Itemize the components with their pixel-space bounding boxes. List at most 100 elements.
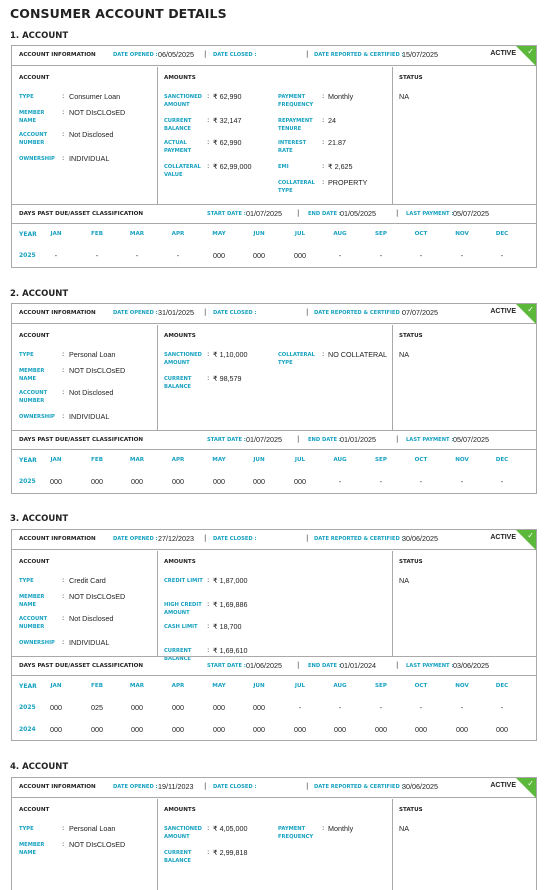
amount-value: PROPERTY bbox=[328, 178, 368, 187]
dpd-cell: - bbox=[298, 703, 302, 712]
date-closed-label: DATE CLOSED : bbox=[213, 784, 257, 790]
separator: | bbox=[306, 782, 309, 790]
dpd-cell: 000 bbox=[253, 725, 265, 734]
column-divider bbox=[392, 67, 393, 204]
separator: | bbox=[204, 50, 207, 58]
dpd-cell: 025 bbox=[91, 703, 103, 712]
date-reported-value: 30/06/2025 bbox=[402, 782, 438, 791]
month-column-header: NOV bbox=[455, 683, 469, 689]
colon: : bbox=[207, 824, 210, 832]
amount-label: HIGH CREDIT AMOUNT bbox=[164, 602, 202, 616]
last-payment-value: 05/07/2025 bbox=[453, 209, 489, 218]
last-payment-label: LAST PAYMENT : bbox=[406, 437, 454, 443]
start-date-value: 01/07/2025 bbox=[246, 209, 282, 218]
amount-value: ₹ 1,87,000 bbox=[213, 576, 248, 585]
active-status-text: ACTIVE bbox=[490, 50, 516, 57]
dpd-cell: 000 bbox=[131, 703, 143, 712]
column-divider bbox=[392, 325, 393, 430]
column-divider bbox=[157, 551, 158, 656]
amount-value: 21.87 bbox=[328, 138, 346, 147]
month-column-header: FEB bbox=[91, 231, 103, 237]
colon: : bbox=[207, 622, 210, 630]
active-status-text: ACTIVE bbox=[490, 308, 516, 315]
dpd-cell: - bbox=[338, 251, 342, 260]
last-payment-label: LAST PAYMENT : bbox=[406, 663, 454, 669]
account-card: ACCOUNT INFORMATION DATE OPENED :31/01/20… bbox=[11, 303, 537, 494]
last-payment-label: LAST PAYMENT : bbox=[406, 211, 454, 217]
month-column-header: MAY bbox=[212, 683, 226, 689]
page-title: CONSUMER ACCOUNT DETAILS bbox=[10, 6, 227, 21]
month-column-header: JAN bbox=[50, 457, 62, 463]
dpd-title: DAYS PAST DUE/ASSET CLASSIFICATION bbox=[19, 663, 144, 669]
account-field-value: NOT DIsCLOsED bbox=[69, 108, 126, 117]
colon: : bbox=[322, 162, 325, 170]
account-information-row: ACCOUNT INFORMATION DATE OPENED :31/01/20… bbox=[12, 304, 536, 324]
dpd-cell: 000 bbox=[294, 251, 306, 260]
colon: : bbox=[322, 824, 325, 832]
amounts-section-heading: AMOUNTS bbox=[164, 807, 196, 813]
month-column-header: AUG bbox=[333, 231, 347, 237]
amount-label: CURRENT BALANCE bbox=[164, 648, 192, 662]
divider bbox=[12, 430, 536, 431]
account-field-label: TYPE bbox=[19, 352, 34, 358]
status-value: NA bbox=[399, 576, 409, 585]
separator: | bbox=[306, 308, 309, 316]
month-column-header: OCT bbox=[414, 457, 428, 463]
month-column-header: JUL bbox=[294, 231, 306, 237]
date-reported-label: DATE REPORTED & CERTIFIED : bbox=[314, 784, 404, 790]
amount-value: NO COLLATERAL bbox=[328, 350, 387, 359]
account-heading: 3. ACCOUNT bbox=[10, 514, 69, 524]
amounts-section-heading: AMOUNTS bbox=[164, 75, 196, 81]
account-heading: 4. ACCOUNT bbox=[10, 762, 69, 772]
dpd-cell: - bbox=[460, 477, 464, 486]
end-date-value: 01/01/2025 bbox=[340, 435, 376, 444]
divider bbox=[12, 656, 536, 657]
separator: | bbox=[297, 209, 300, 217]
month-column-header: JAN bbox=[50, 683, 62, 689]
colon: : bbox=[207, 374, 210, 382]
amount-label: CURRENT BALANCE bbox=[164, 118, 192, 132]
dpd-header-row: DAYS PAST DUE/ASSET CLASSIFICATION START … bbox=[12, 205, 536, 223]
separator: | bbox=[306, 50, 309, 58]
dpd-cell: 000 bbox=[294, 725, 306, 734]
check-icon: ✓ bbox=[527, 305, 534, 314]
year-column-header: YEAR bbox=[19, 231, 37, 238]
account-information-label: ACCOUNT INFORMATION bbox=[19, 536, 96, 542]
month-column-header: APR bbox=[171, 231, 185, 237]
account-field-value: Consumer Loan bbox=[69, 92, 121, 101]
colon: : bbox=[322, 178, 325, 186]
amount-label: PAYMENT FREQUENCY bbox=[278, 826, 314, 840]
amount-value: ₹ 2,625 bbox=[328, 162, 353, 171]
colon: : bbox=[62, 576, 65, 584]
column-divider bbox=[157, 799, 158, 890]
colon: : bbox=[62, 614, 65, 622]
amount-value: ₹ 4,05,000 bbox=[213, 824, 248, 833]
account-information-row: ACCOUNT INFORMATION DATE OPENED :06/05/20… bbox=[12, 46, 536, 66]
amount-value: ₹ 2,99,818 bbox=[213, 848, 248, 857]
month-column-header: AUG bbox=[333, 457, 347, 463]
account-field-label: ACCOUNT NUMBER bbox=[19, 132, 48, 146]
amount-value: 24 bbox=[328, 116, 336, 125]
colon: : bbox=[207, 350, 210, 358]
end-date-value: 01/01/2024 bbox=[340, 661, 376, 670]
colon: : bbox=[207, 646, 210, 654]
date-opened-label: DATE OPENED : bbox=[113, 52, 158, 58]
dpd-cell: 000 bbox=[131, 725, 143, 734]
month-column-header: NOV bbox=[455, 457, 469, 463]
dpd-cell: 000 bbox=[213, 477, 225, 486]
check-icon: ✓ bbox=[527, 531, 534, 540]
amount-value: Monthly bbox=[328, 92, 354, 101]
colon: : bbox=[207, 92, 210, 100]
account-field-value: INDIVIDUAL bbox=[69, 154, 110, 163]
dpd-cell: - bbox=[95, 251, 99, 260]
dpd-cell: 000 bbox=[91, 725, 103, 734]
dpd-cell: - bbox=[500, 703, 504, 712]
month-column-header: MAR bbox=[129, 457, 145, 463]
active-corner-ribbon bbox=[516, 46, 536, 66]
dpd-cell: 000 bbox=[172, 725, 184, 734]
column-divider bbox=[157, 67, 158, 204]
end-date-label: END DATE : bbox=[308, 437, 341, 443]
colon: : bbox=[62, 412, 65, 420]
start-date-value: 01/07/2025 bbox=[246, 435, 282, 444]
dpd-cell: - bbox=[338, 703, 342, 712]
